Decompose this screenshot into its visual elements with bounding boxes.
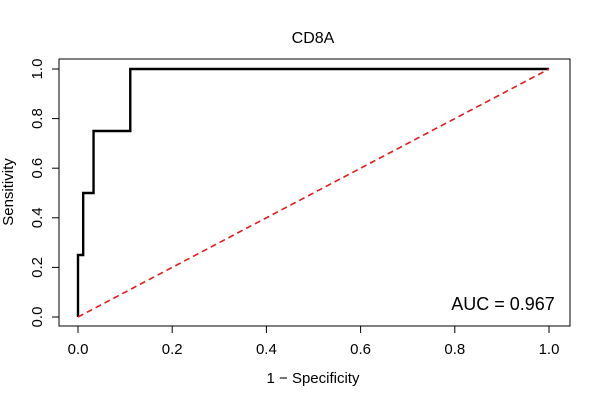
x-axis: 0.0 0.2 0.4 0.6 0.8 1.0 — [68, 325, 560, 358]
auc-annotation: AUC = 0.967 — [451, 294, 555, 314]
x-axis-label: 1 − Specificity — [267, 370, 360, 387]
y-axis-label: Sensitivity — [0, 158, 17, 226]
y-tick-label: 0.0 — [29, 307, 46, 328]
x-tick-label: 1.0 — [539, 341, 560, 358]
x-tick-label: 0.6 — [350, 341, 371, 358]
x-tick-label: 0.0 — [68, 341, 89, 358]
x-tick-label: 0.4 — [256, 341, 277, 358]
y-tick-label: 0.6 — [29, 158, 46, 179]
x-tick-label: 0.8 — [444, 341, 465, 358]
y-tick-label: 0.8 — [29, 108, 46, 129]
roc-curve — [76, 67, 549, 317]
y-axis: 0.0 0.2 0.4 0.6 0.8 1.0 — [29, 59, 60, 328]
y-tick-label: 1.0 — [29, 59, 46, 80]
series-layer — [76, 67, 550, 318]
y-tick-label: 0.2 — [29, 257, 46, 278]
y-tick-label: 0.4 — [29, 207, 46, 228]
reference-diagonal-line — [77, 68, 550, 318]
x-tick-label: 0.2 — [162, 341, 183, 358]
chart-title: CD8A — [292, 30, 335, 47]
